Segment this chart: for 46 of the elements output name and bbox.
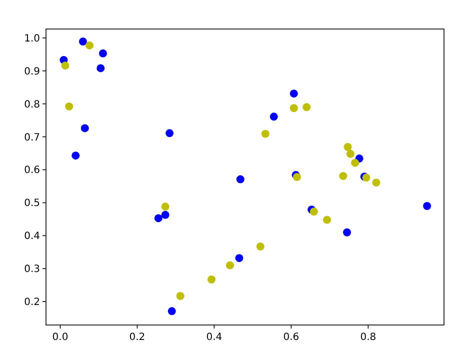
y-tick-label: 0.3 [24,264,40,276]
point [339,172,348,180]
x-tick-label: 0.4 [206,332,222,343]
y-tick-label: 0.9 [24,66,40,78]
point [168,307,176,316]
point [236,175,244,184]
point [346,150,354,158]
point [96,64,105,72]
point [261,130,270,138]
point [423,202,432,210]
x-tick-label: 0.6 [283,332,300,343]
point [208,276,216,284]
point [235,254,244,262]
y-tick-label: 0.5 [24,198,40,210]
y-tick-label: 0.4 [24,231,40,242]
point [85,41,94,50]
point [78,38,87,46]
point [161,202,170,211]
point [290,90,298,98]
x-tick-label: 0.0 [52,332,68,343]
point [166,129,174,138]
point [344,143,352,152]
point [372,178,380,187]
point [154,214,162,222]
point [65,102,74,110]
point [302,103,311,112]
y-tick-label: 0.6 [24,165,40,176]
point [290,104,298,112]
y-tick-label: 0.8 [24,99,40,110]
x-tick-label: 0.8 [360,332,376,343]
point [61,62,70,70]
point [161,210,170,219]
point [256,242,264,251]
point [343,228,351,236]
point [322,216,331,224]
point [80,124,89,132]
point [270,112,278,121]
point [351,158,360,167]
point [176,292,184,300]
point [226,261,234,270]
x-tick-label: 0.2 [129,332,146,343]
y-tick-label: 1.0 [24,33,40,44]
y-tick-label: 0.7 [24,132,40,144]
point [98,49,107,58]
point [72,152,80,160]
y-tick-label: 0.2 [24,297,40,308]
